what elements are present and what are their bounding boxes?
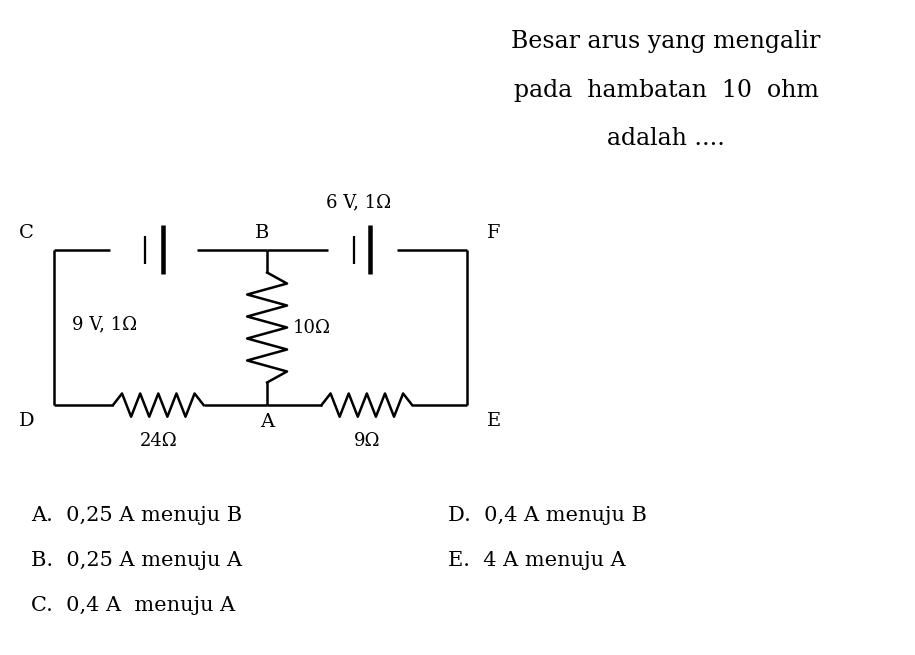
Text: 9Ω: 9Ω (353, 432, 380, 450)
Text: pada  hambatan  10  ohm: pada hambatan 10 ohm (513, 79, 819, 102)
Text: adalah ....: adalah .... (607, 127, 725, 150)
Text: 9 V, 1Ω: 9 V, 1Ω (72, 315, 137, 333)
Text: C: C (19, 224, 34, 242)
Text: B.  0,25 A menuju A: B. 0,25 A menuju A (31, 551, 242, 570)
Text: D: D (18, 411, 34, 430)
Text: D.  0,4 A menuju B: D. 0,4 A menuju B (448, 506, 647, 525)
Text: Besar arus yang mengalir: Besar arus yang mengalir (511, 30, 821, 53)
Text: C.  0,4 A  menuju A: C. 0,4 A menuju A (31, 596, 236, 615)
Text: E: E (487, 411, 501, 430)
Text: 10Ω: 10Ω (293, 318, 330, 337)
Text: F: F (487, 224, 500, 242)
Text: A.  0,25 A menuju B: A. 0,25 A menuju B (31, 506, 242, 525)
Text: B: B (255, 224, 270, 242)
Text: 6 V, 1Ω: 6 V, 1Ω (326, 193, 391, 211)
Text: 24Ω: 24Ω (139, 432, 178, 450)
Text: E.  4 A menuju A: E. 4 A menuju A (448, 551, 626, 570)
Text: A: A (260, 413, 274, 431)
